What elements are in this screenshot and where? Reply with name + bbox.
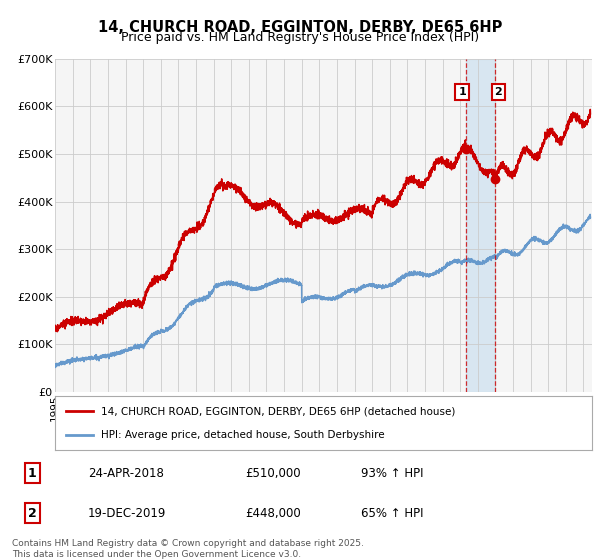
Text: 65% ↑ HPI: 65% ↑ HPI [361, 507, 424, 520]
Text: 24-APR-2018: 24-APR-2018 [88, 466, 164, 479]
Text: £448,000: £448,000 [245, 507, 301, 520]
Text: 1: 1 [458, 87, 466, 97]
Text: 14, CHURCH ROAD, EGGINTON, DERBY, DE65 6HP (detached house): 14, CHURCH ROAD, EGGINTON, DERBY, DE65 6… [101, 407, 455, 417]
Text: 2: 2 [494, 87, 502, 97]
Text: 1: 1 [28, 466, 37, 479]
Text: HPI: Average price, detached house, South Derbyshire: HPI: Average price, detached house, Sout… [101, 430, 385, 440]
Text: 19-DEC-2019: 19-DEC-2019 [88, 507, 166, 520]
Text: £510,000: £510,000 [245, 466, 301, 479]
Text: 2: 2 [28, 507, 37, 520]
Bar [466, 59, 495, 392]
Text: 93% ↑ HPI: 93% ↑ HPI [361, 466, 424, 479]
Text: Price paid vs. HM Land Registry's House Price Index (HPI): Price paid vs. HM Land Registry's House … [121, 31, 479, 44]
Text: Contains HM Land Registry data © Crown copyright and database right 2025.
This d: Contains HM Land Registry data © Crown c… [12, 539, 364, 559]
Text: 14, CHURCH ROAD, EGGINTON, DERBY, DE65 6HP: 14, CHURCH ROAD, EGGINTON, DERBY, DE65 6… [98, 20, 502, 35]
